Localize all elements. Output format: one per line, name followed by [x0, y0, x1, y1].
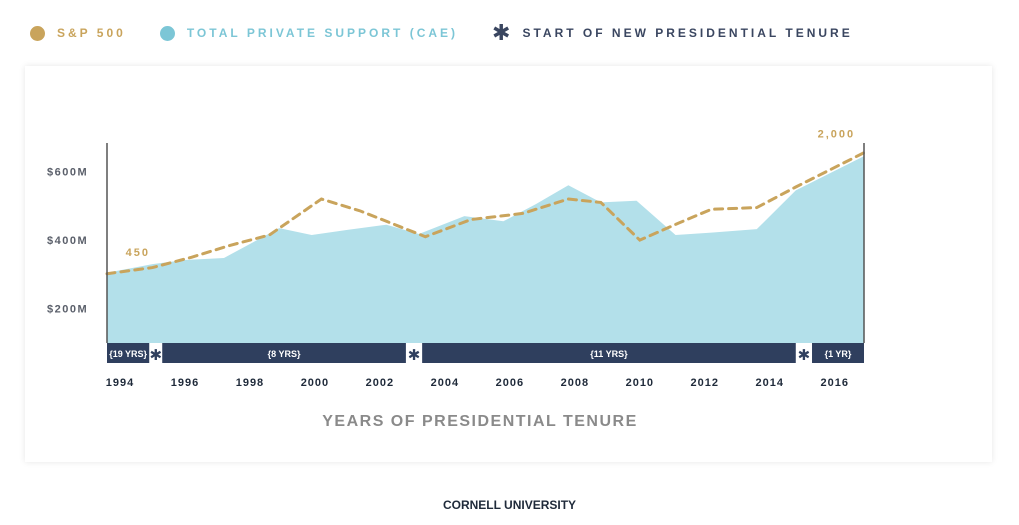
annotation-label-1: 2,000 — [818, 128, 856, 140]
x-axis-title: YEARS OF PRESIDENTIAL TENURE — [322, 413, 638, 430]
x-tick-label: 2006 — [496, 377, 524, 389]
chart: 450 2,000 $200M $400M $600M {19 YRS} {8 YRS} {1… — [47, 128, 866, 430]
tenure-start-asterisk-icon: ✱ — [798, 346, 811, 364]
tenure-bar-label-2: {11 YRS} — [590, 349, 628, 359]
sp500-dot-icon — [30, 25, 45, 41]
tenure-bar-0 — [107, 343, 150, 363]
y-tick-label: $400M — [47, 235, 88, 247]
private-support-area — [107, 156, 864, 343]
chart-card: 450 2,000 $200M $400M $600M {19 YRS} {8 YRS} {1… — [25, 66, 992, 462]
legend-label-private-support: TOTAL PRIVATE SUPPORT (CAE) — [186, 26, 459, 40]
legend: S&P 500 TOTAL PRIVATE SUPPORT (CAE) ✱ ST… — [30, 20, 853, 45]
x-tick-label: 1998 — [236, 377, 264, 389]
tenure-bar-label-1: {8 YRS} — [268, 349, 301, 359]
tenure-bar-3 — [812, 343, 864, 363]
x-tick-label: 1994 — [106, 377, 134, 389]
x-tick-label: 2010 — [626, 377, 654, 389]
y-tick-label: $600M — [47, 167, 88, 179]
x-tick-label: 2002 — [366, 377, 394, 389]
x-tick-label: 2000 — [301, 377, 329, 389]
x-tick-label: 2014 — [756, 377, 784, 389]
x-tick-label: 2008 — [561, 377, 589, 389]
tenure-start-asterisk-icon: ✱ — [408, 346, 421, 364]
x-tick-label: 1996 — [171, 377, 199, 389]
legend-item-private-support: TOTAL PRIVATE SUPPORT (CAE) — [159, 25, 459, 41]
tenure-bar-label-0: {19 YRS} — [109, 349, 147, 359]
y-tick-label: $200M — [47, 304, 88, 316]
asterisk-icon: ✱ — [492, 20, 511, 45]
x-tick-label: 2012 — [691, 377, 719, 389]
x-tick-label: 2016 — [821, 377, 849, 389]
sp500-line — [105, 151, 866, 276]
tenure-bar-1 — [162, 343, 406, 363]
legend-label-sp500: S&P 500 — [57, 26, 126, 40]
annotation-label-0: 450 — [126, 247, 150, 259]
legend-item-sp500: S&P 500 — [30, 25, 126, 41]
tenure-bar-2 — [422, 343, 796, 363]
legend-label-new-tenure: START OF NEW PRESIDENTIAL TENURE — [522, 26, 853, 40]
tenure-bar-label-3: {1 YR} — [825, 349, 852, 359]
footer-institution: CORNELL UNIVERSITY — [442, 498, 577, 512]
private-support-dot-icon — [159, 25, 175, 41]
x-tick-label: 2004 — [431, 377, 459, 389]
tenure-start-asterisk-icon: ✱ — [149, 346, 162, 364]
legend-item-new-tenure: ✱ START OF NEW PRESIDENTIAL TENURE — [492, 20, 853, 45]
